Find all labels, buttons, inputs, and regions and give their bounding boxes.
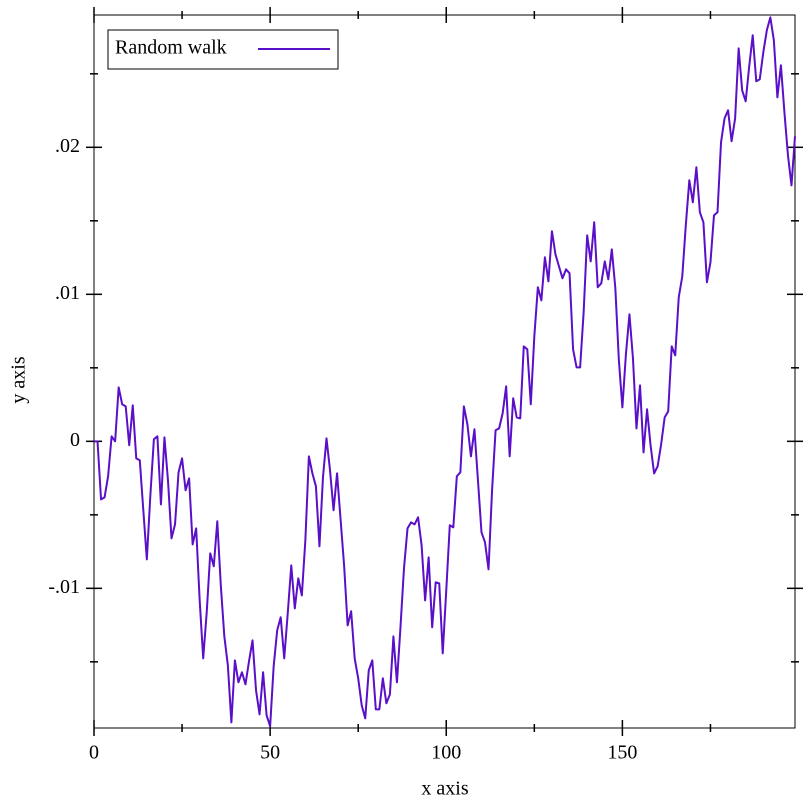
y-tick-label: -.01	[48, 576, 80, 598]
line-series	[94, 16, 796, 728]
x-tick-label: 50	[260, 742, 280, 764]
y-tick-label: .02	[55, 135, 80, 157]
x-tick-label: 100	[431, 742, 461, 764]
y-tick-label: .01	[55, 282, 80, 304]
x-axis-label: x axis	[421, 778, 468, 800]
x-tick-label: 150	[607, 742, 637, 764]
x-tick-label: 0	[89, 742, 99, 764]
plot-frame	[93, 14, 796, 729]
y-tick-label: 0	[70, 429, 80, 451]
legend-label: Random walk	[115, 37, 227, 59]
y-axis-label: y axis	[8, 356, 30, 403]
